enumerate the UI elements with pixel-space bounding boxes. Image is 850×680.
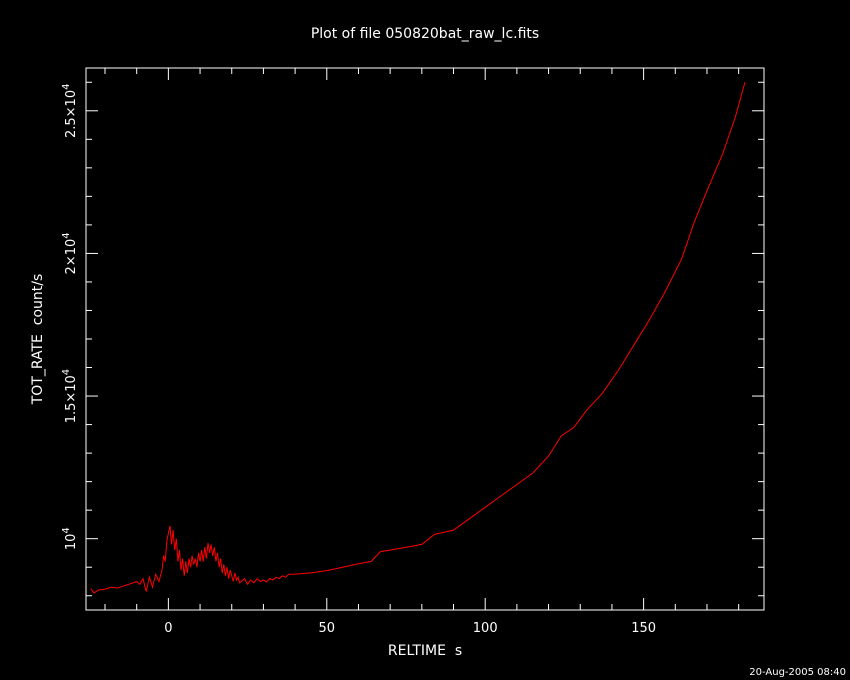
y-axis-label: TOT_RATE count/s <box>30 274 46 406</box>
y-tick-labels: 104 1.5×104 2×104 2.5×104 <box>61 84 79 551</box>
y-tick-label: 2×104 <box>61 232 79 274</box>
x-tick-label: 100 <box>473 621 498 636</box>
chart-title: Plot of file 050820bat_raw_lc.fits <box>311 26 539 42</box>
y-tick-label: 2.5×104 <box>61 84 79 138</box>
x-axis-label: RELTIME s <box>388 643 462 659</box>
x-tick-labels: 0 50 100 150 <box>164 621 656 636</box>
series-line <box>90 82 746 594</box>
x-tick-label: 0 <box>164 621 172 636</box>
plot-frame <box>85 67 765 611</box>
x-tick-label: 50 <box>319 621 336 636</box>
tick-marks <box>86 68 764 610</box>
y-tick-label: 104 <box>61 527 79 550</box>
x-tick-label: 150 <box>631 621 656 636</box>
timestamp: 20-Aug-2005 08:40 <box>749 667 846 678</box>
y-tick-label: 1.5×104 <box>61 369 79 423</box>
